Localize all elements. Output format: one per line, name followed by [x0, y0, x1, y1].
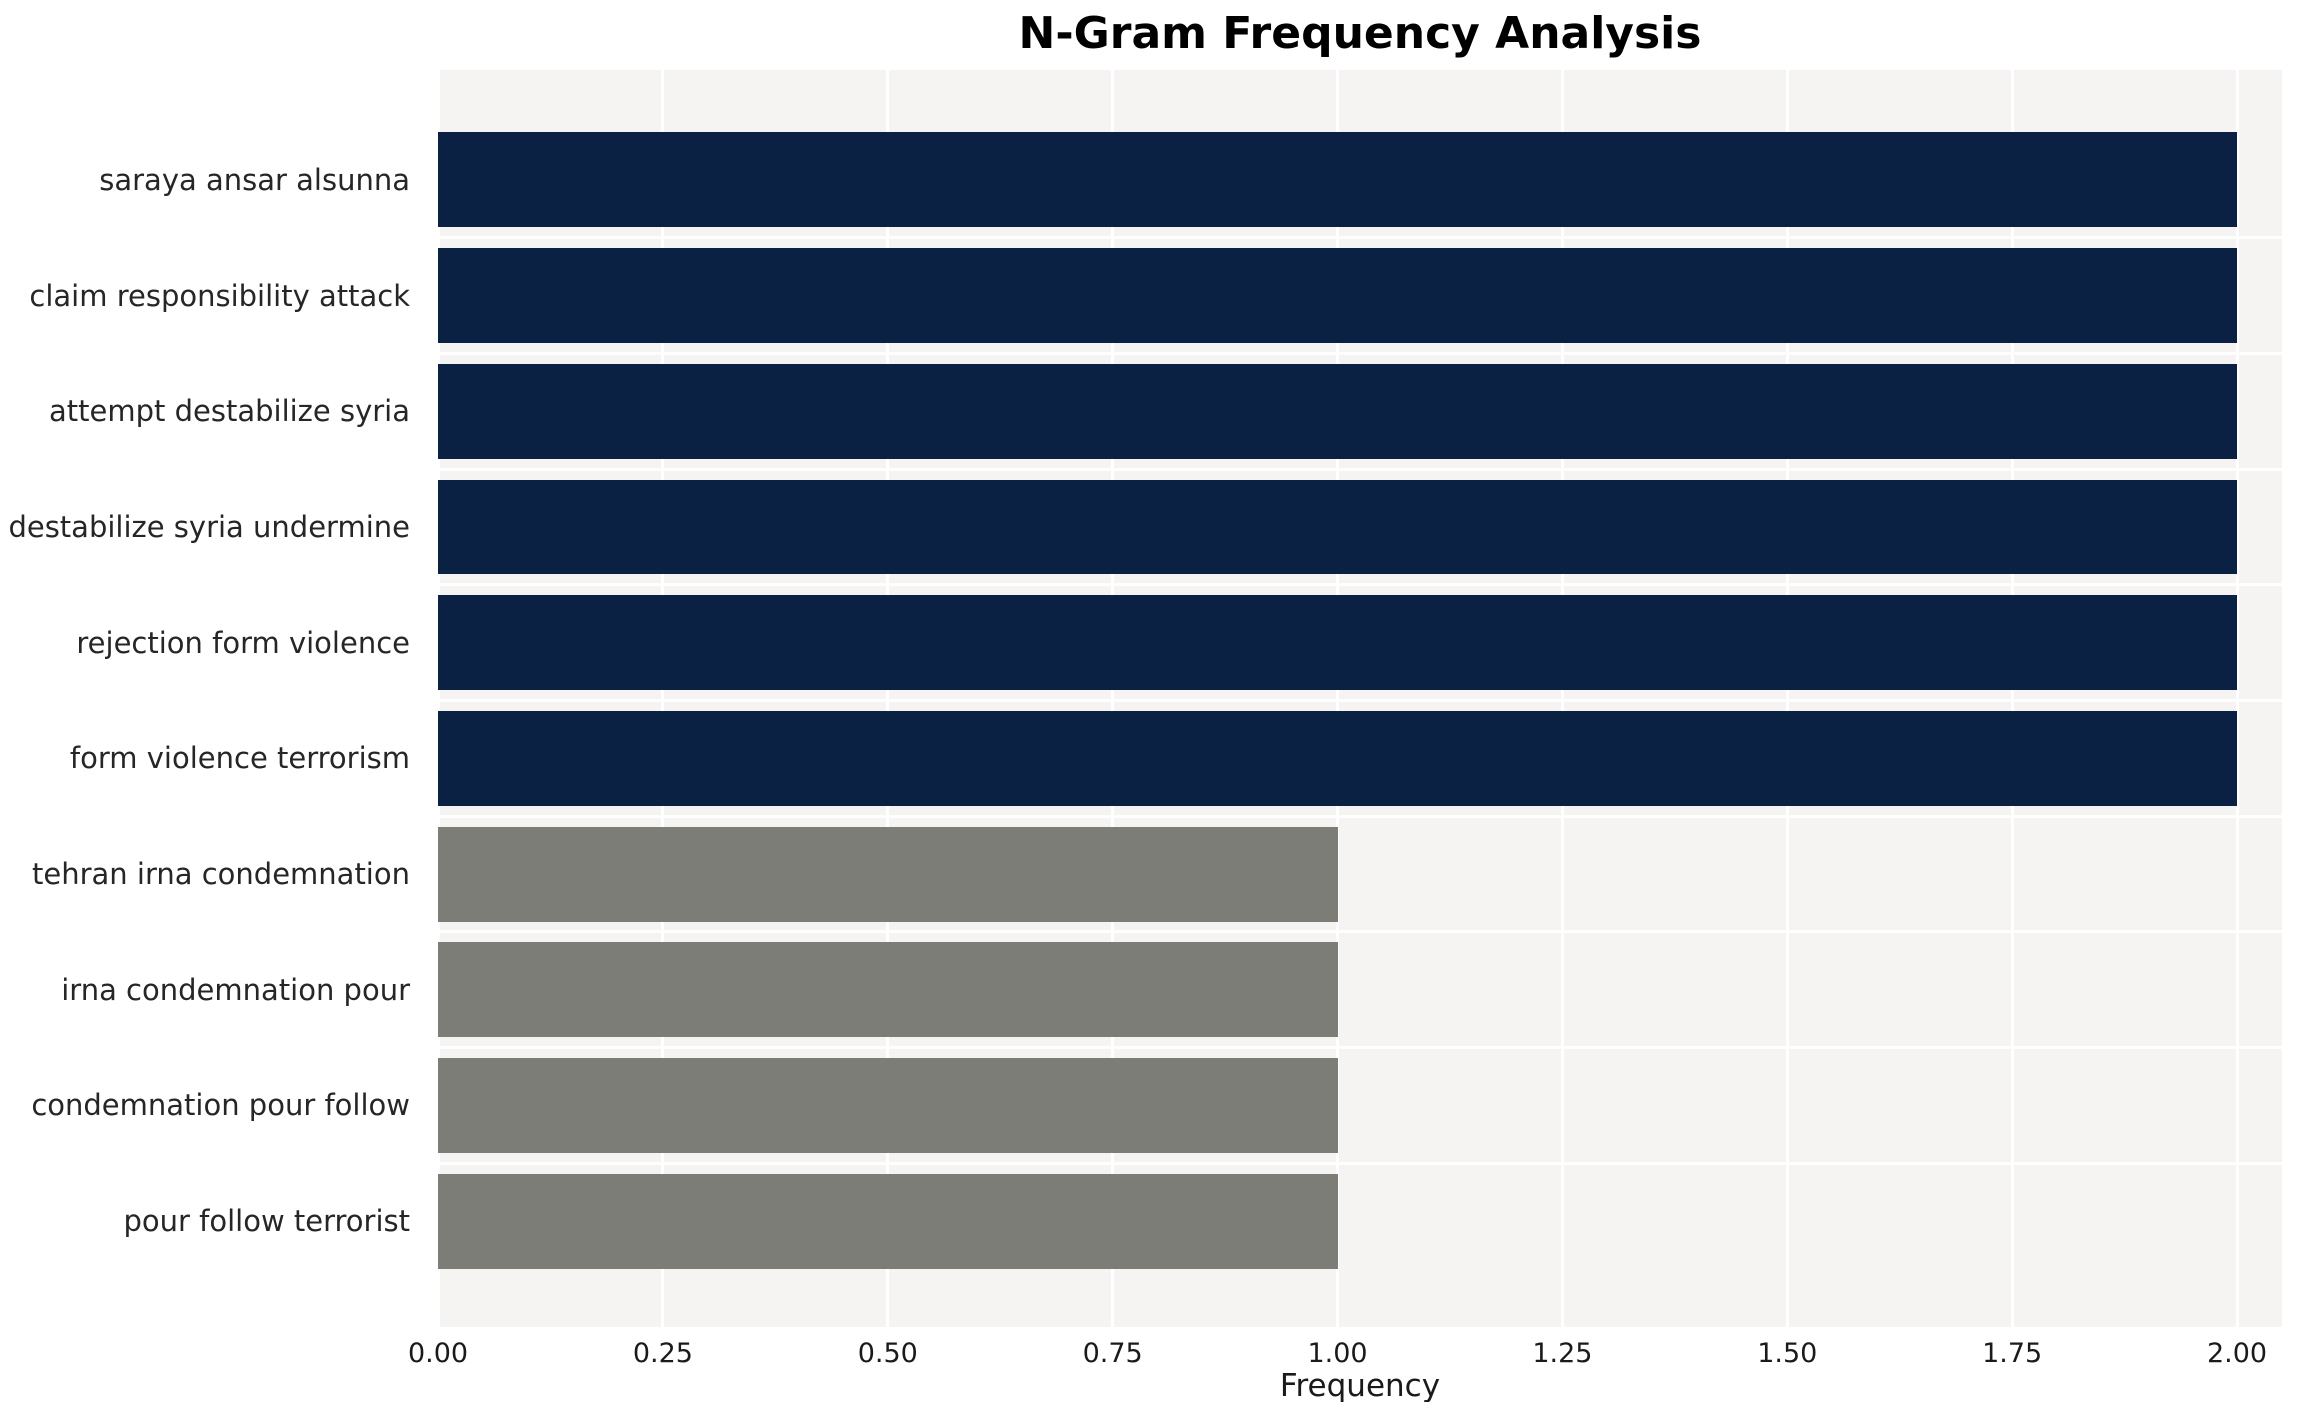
- gridline: [661, 70, 665, 1327]
- y-axis-labels: saraya ansar alsunna claim responsibility…: [0, 70, 424, 1327]
- bar: [438, 1173, 1338, 1269]
- bar: [438, 248, 2238, 343]
- bar: [438, 595, 2238, 691]
- x-axis-tick-label: 1.25: [1532, 1338, 1593, 1369]
- bar-row: [438, 1048, 2282, 1164]
- bar: [438, 132, 2238, 228]
- x-axis-tick-label: 0.00: [407, 1338, 469, 1369]
- bar-row: [438, 1163, 2282, 1279]
- plot-area: [436, 70, 2282, 1327]
- bar: [438, 1058, 1338, 1153]
- bar-row: [438, 932, 2282, 1048]
- bar-row: [438, 585, 2282, 701]
- y-axis-label: pour follow terrorist: [123, 1204, 410, 1239]
- x-axis-tick-label: 0.25: [632, 1338, 693, 1369]
- y-axis-label: rejection form violence: [76, 625, 410, 660]
- row-gridline: [438, 1161, 2282, 1165]
- bar-row: [438, 353, 2282, 469]
- x-axis-tick-label: 1.00: [1307, 1338, 1368, 1369]
- y-axis-label: claim responsibility attack: [29, 278, 410, 313]
- gridline: [2235, 70, 2239, 1327]
- chart-title: N-Gram Frequency Analysis: [1018, 8, 1702, 59]
- bar-row: [438, 238, 2282, 354]
- row-gridline: [438, 351, 2282, 355]
- x-axis-title: Frequency: [1279, 1368, 1441, 1402]
- row-gridline: [438, 467, 2282, 471]
- row-gridline: [438, 583, 2282, 587]
- x-axis-tick-label: 1.75: [1982, 1338, 2043, 1369]
- x-axis-tick-label: 0.75: [1082, 1338, 1143, 1369]
- bar-row: [438, 122, 2282, 238]
- gridline: [886, 70, 890, 1327]
- row-gridline: [438, 1046, 2282, 1050]
- row-gridline: [438, 814, 2282, 818]
- y-axis-label: tehran irna condemnation: [32, 857, 410, 892]
- bar-row: [438, 469, 2282, 585]
- bar: [438, 942, 1338, 1038]
- bar-row: [438, 816, 2282, 932]
- bar: [438, 479, 2238, 575]
- bar: [438, 710, 2238, 806]
- gridline: [1111, 70, 1115, 1327]
- gridline: [2010, 70, 2014, 1327]
- y-axis-label: form violence terrorism: [69, 741, 410, 776]
- gridline: [436, 70, 440, 1327]
- row-gridline: [438, 699, 2282, 702]
- gridline: [1336, 70, 1339, 1327]
- y-axis-label: condemnation pour follow: [31, 1088, 410, 1123]
- y-axis-label: destabilize syria undermine: [8, 509, 410, 544]
- bar: [438, 363, 2238, 459]
- y-axis-label: saraya ansar alsunna: [99, 162, 410, 197]
- y-axis-label: attempt destabilize syria: [49, 394, 410, 429]
- x-axis-ticks: 0.00 0.25 0.50 0.75 1.00 1.25 1.50 1.75 2.00: [408, 1338, 2282, 1374]
- x-axis-tick-label: 1.50: [1757, 1338, 1818, 1369]
- row-gridline: [438, 236, 2282, 240]
- bar-row: [438, 701, 2282, 817]
- x-axis-tick-label: 0.50: [857, 1338, 918, 1369]
- gridline: [1785, 70, 1789, 1327]
- bar: [438, 826, 1338, 922]
- x-axis-tick-label: 2.00: [2206, 1338, 2268, 1369]
- gridline-layer: [436, 70, 2282, 1327]
- y-axis-label: irna condemnation pour: [61, 972, 410, 1007]
- bar-rows: [438, 122, 2282, 1279]
- gridline: [1560, 70, 1564, 1327]
- row-gridline: [438, 930, 2282, 934]
